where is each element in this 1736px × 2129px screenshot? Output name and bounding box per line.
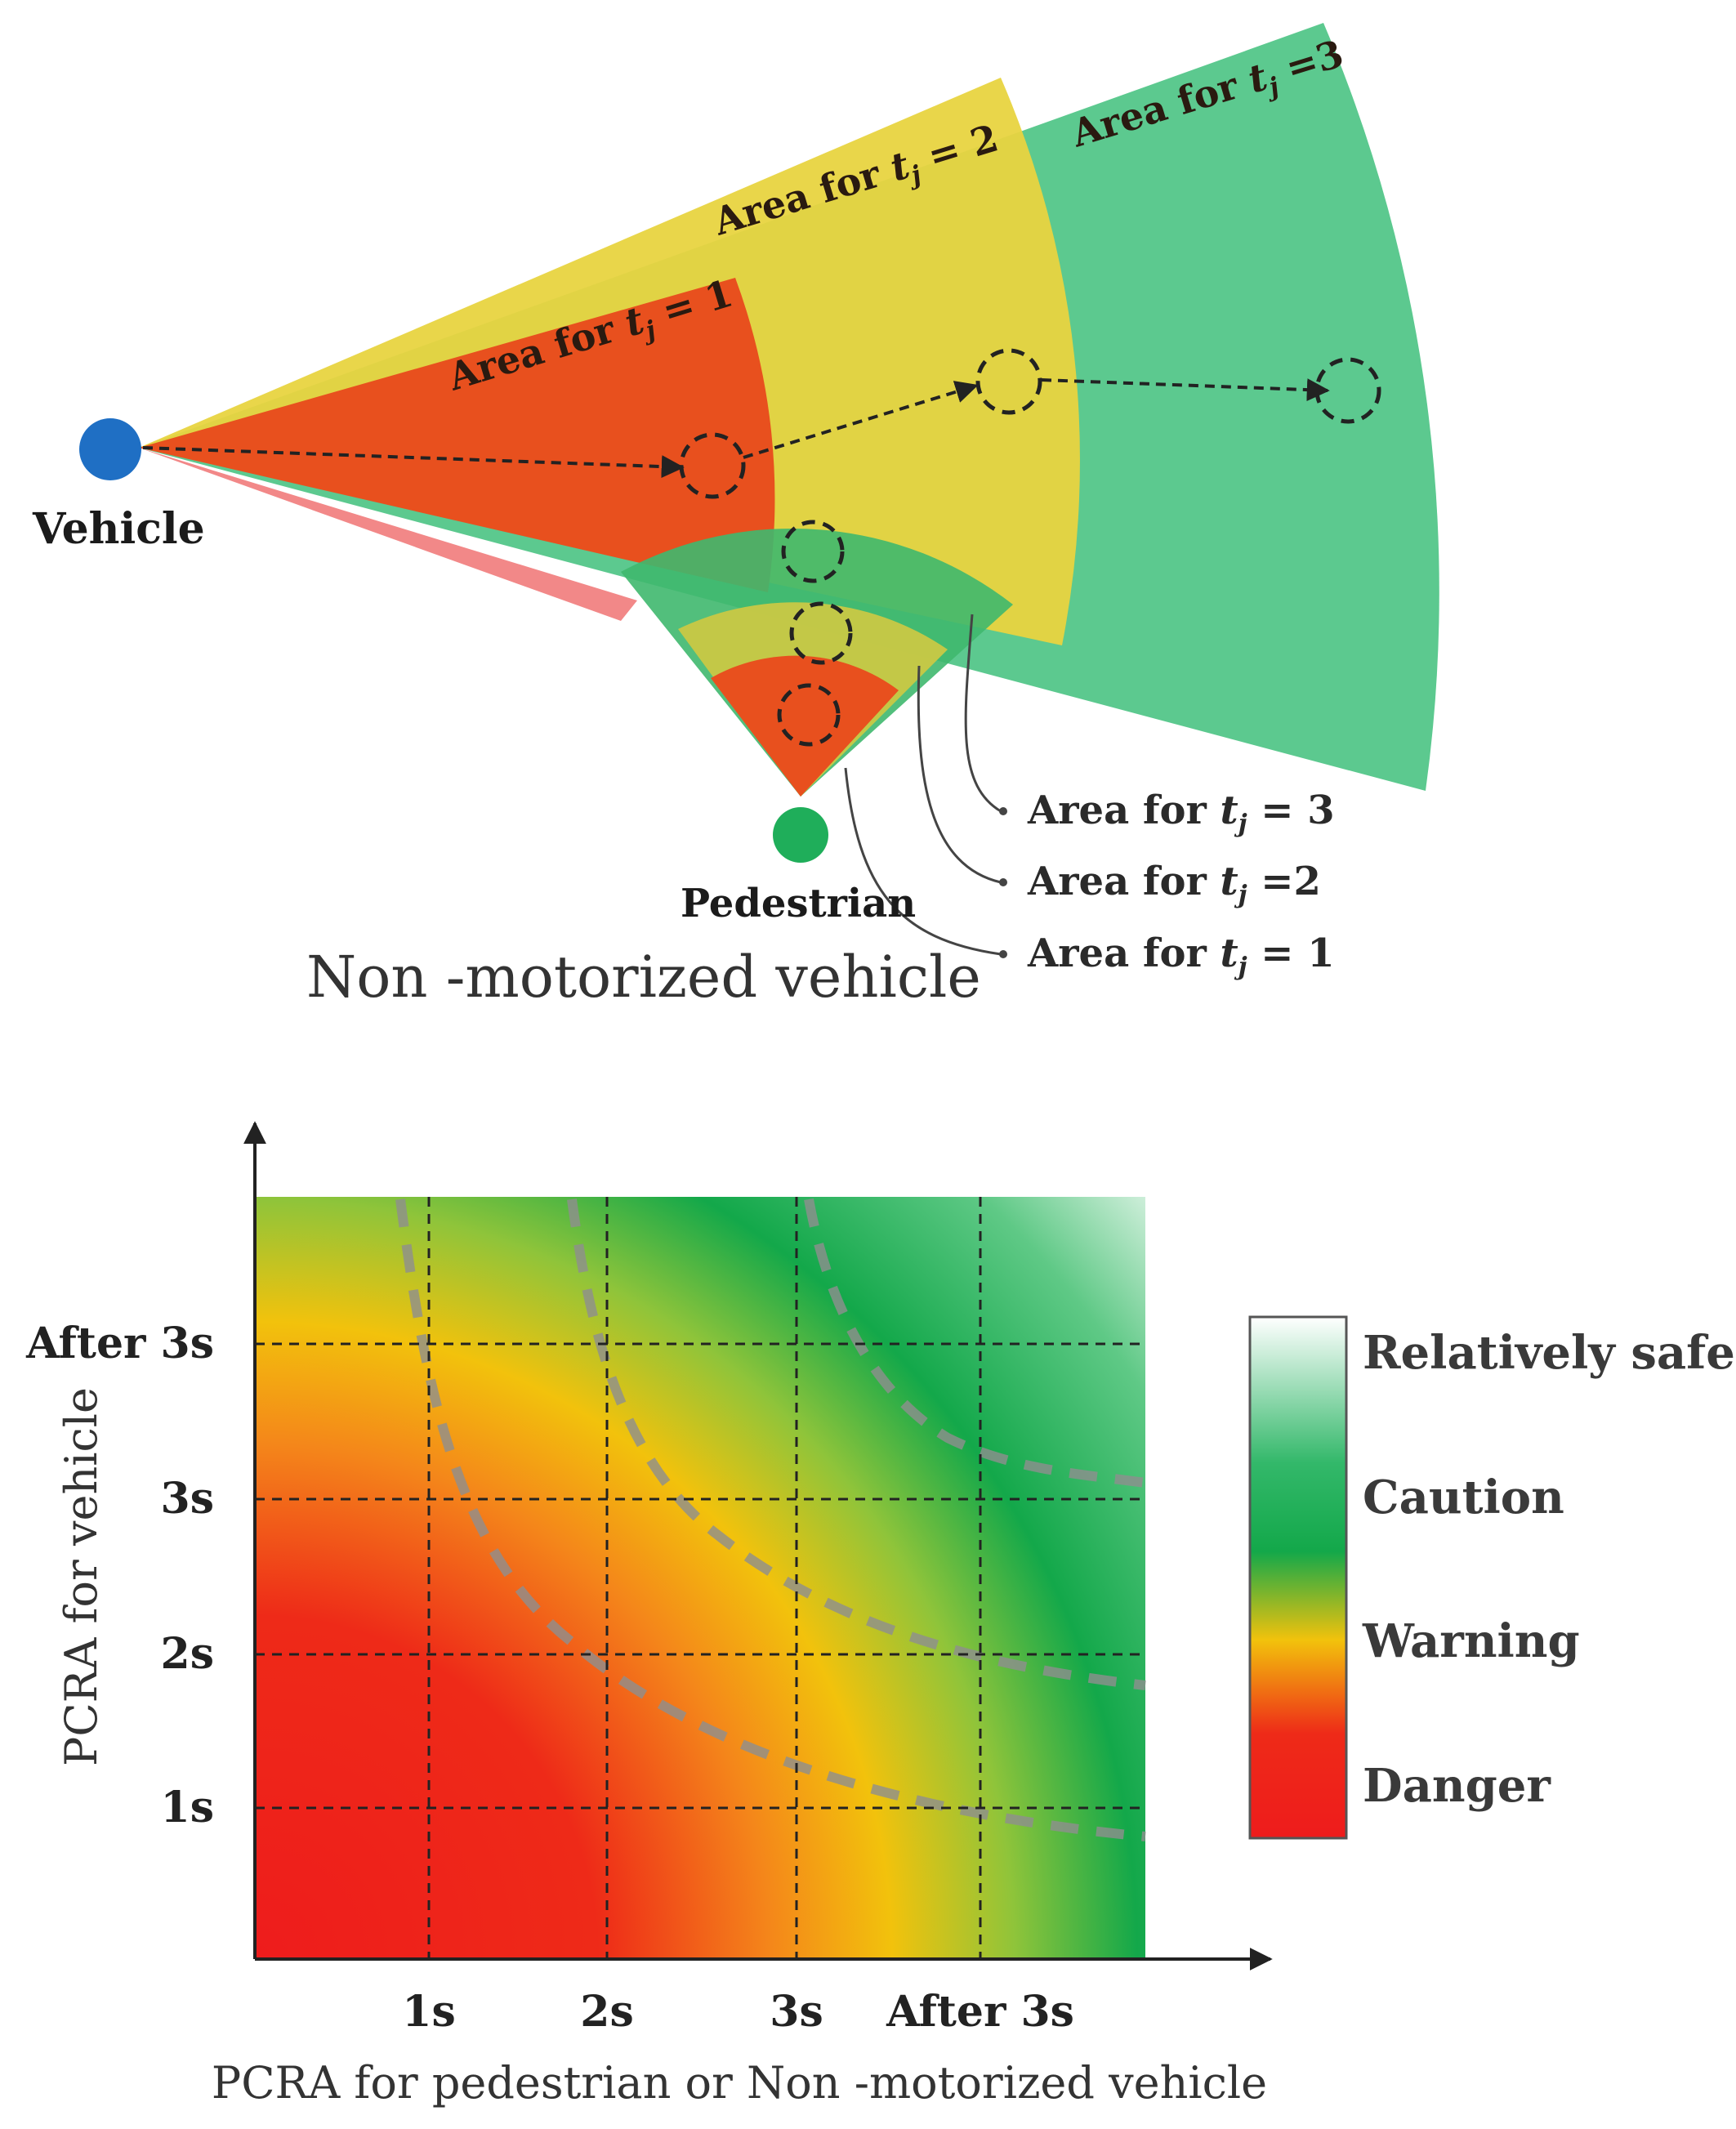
pedestrian-dot [773,807,828,863]
legend-danger: Danger [1363,1759,1551,1813]
vehicle-trajectory [142,378,1330,479]
y-tick-after-3s: After 3s [25,1319,214,1368]
vehicle-area-t1 [139,278,775,592]
callout-leaders [844,614,1002,956]
x-axis-title: PCRA for pedestrian or Non -motorized ve… [212,2057,1267,2109]
pedestrian-area-t1 [711,655,899,797]
pedestrian-area-t2-label: Area for tj =2 [1027,859,1321,909]
x-tick-2s: 2s [580,1987,633,2037]
pedestrian-positions [777,520,853,747]
legend-relatively-safe: Relatively safe [1363,1326,1735,1380]
heatmap-grid [255,1197,1145,1959]
nonmotor-label: Non -motorized vehicle [306,944,981,1011]
legend-colorbar [1248,1315,1348,1840]
x-tick-3s: 3s [770,1987,823,2037]
vehicle-positions [679,348,1381,499]
risk-heatmap: 1s 2s 3s After 3s 1s 2s 3s After 3s PCRA… [25,1121,1735,2109]
pedestrian-area-t1-label: Area for tj = 1 [1027,931,1335,981]
collision-area-diagram: Vehicle Pedestrian Non -motorized vehicl… [32,23,1439,1011]
y-tick-labels: 1s 2s 3s After 3s [25,1319,214,1832]
x-tick-1s: 1s [402,1987,455,2037]
pedestrian-area-t3-label: Area for tj = 3 [1027,788,1335,838]
heatmap-axes [243,1121,1273,1971]
y-tick-2s: 2s [161,1629,214,1679]
pedestrian-label: Pedestrian [681,881,916,926]
heatmap-field [255,1197,1145,1959]
x-tick-after-3s: After 3s [886,1987,1074,2037]
legend-caution: Caution [1363,1471,1564,1524]
risk-legend: Relatively safe Caution Warning Danger [1248,1315,1735,1840]
x-tick-labels: 1s 2s 3s After 3s [402,1987,1074,2037]
y-tick-3s: 3s [161,1474,214,1524]
y-axis-title: PCRA for vehicle [56,1387,107,1766]
vehicle-label: Vehicle [32,504,205,554]
y-tick-1s: 1s [161,1783,214,1832]
legend-warning: Warning [1362,1614,1580,1668]
vehicle-area-t1-tail [139,448,637,621]
pedestrian-callouts: Area for tj = 3 Area for tj =2 Area for … [999,788,1335,981]
vehicle-dot [79,418,141,480]
iso-risk-curves [395,1198,1146,1841]
